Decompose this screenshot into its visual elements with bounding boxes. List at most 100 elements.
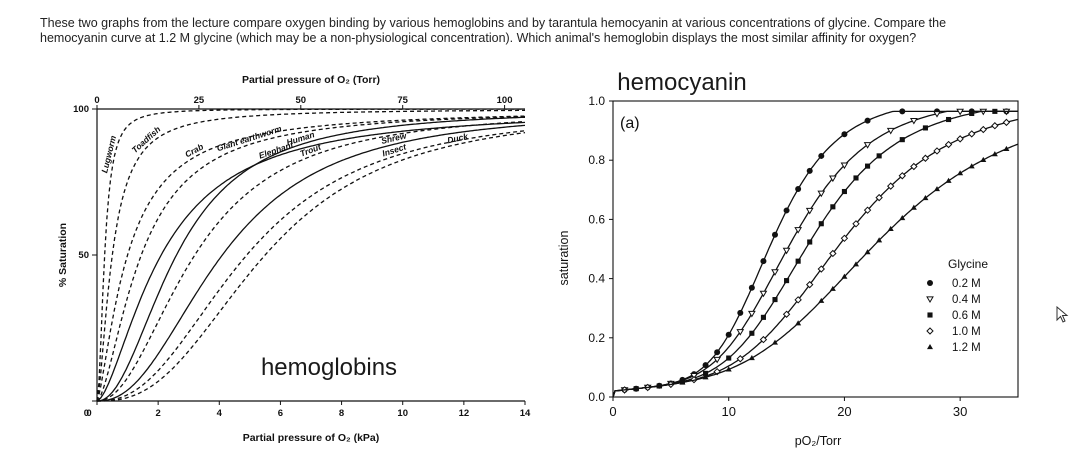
fit-line-0.4m (612, 110, 1018, 398)
data-point (946, 116, 952, 123)
y-tick-label: 0.2 (588, 331, 605, 345)
data-point (979, 125, 987, 134)
question-line-2: hemocyanin curve at 1.2 M glycine (which… (40, 31, 917, 45)
data-point (841, 188, 847, 195)
series-line-human (96, 116, 525, 402)
x-axis-title: pO₂/Torr (795, 434, 842, 448)
data-point (828, 175, 837, 183)
data-point (818, 152, 825, 159)
data-point (818, 297, 825, 303)
data-point (921, 154, 930, 162)
data-point (782, 310, 791, 318)
data-point (736, 355, 744, 363)
data-point (956, 135, 964, 143)
data-point (865, 163, 871, 169)
y-tick-label: 0 (84, 408, 89, 419)
series-line-toadfish (96, 109, 525, 402)
series-line-elephant (96, 121, 526, 402)
data-point (863, 206, 872, 214)
fit-line-0.6m (612, 110, 1018, 398)
data-point (736, 329, 745, 336)
data-point (806, 167, 813, 174)
data-point (944, 140, 953, 149)
data-point (795, 320, 802, 326)
x2-tick-label: 100 (497, 95, 513, 106)
data-point (886, 127, 895, 135)
data-point (909, 117, 918, 125)
series-line-giant-earthworm (96, 115, 525, 402)
chart-title: hemoglobins (261, 354, 397, 381)
data-point (864, 249, 871, 255)
data-point (760, 314, 766, 320)
data-point (737, 309, 744, 316)
data-point (829, 249, 837, 258)
series-label: Duck (446, 131, 470, 146)
legend-marker (927, 312, 933, 318)
y-axis-title: % Saturation (57, 223, 69, 287)
data-point (876, 153, 882, 159)
data-point (748, 354, 755, 361)
data-point (633, 385, 640, 391)
data-point (726, 355, 732, 361)
data-point (992, 108, 998, 114)
data-point (863, 142, 872, 149)
data-point (760, 258, 767, 265)
x2-tick-label: 0 (94, 95, 99, 106)
data-point (922, 195, 929, 201)
data-point (794, 296, 802, 304)
plot-frame (612, 100, 1019, 398)
data-point (784, 278, 790, 284)
y-tick-label: 0.8 (588, 153, 605, 167)
data-point (899, 214, 906, 221)
x-tick-label: 0 (609, 404, 616, 419)
data-point (749, 330, 755, 336)
data-point (991, 151, 998, 157)
data-point (806, 280, 814, 289)
data-point (759, 290, 768, 298)
y-tick-label: 100 (73, 104, 89, 115)
data-point (876, 237, 883, 243)
x-tick-label: 10 (397, 408, 408, 419)
data-point (783, 207, 790, 214)
x-tick-label: 8 (339, 408, 344, 419)
data-point (818, 221, 824, 227)
series-line-insect (97, 130, 526, 402)
data-point (795, 186, 802, 193)
legend-label: 1.2 M (952, 342, 981, 354)
x-tick-label: 4 (217, 408, 223, 419)
data-point (933, 147, 941, 155)
data-point (933, 111, 941, 118)
y-tick-label: 0.6 (588, 212, 605, 226)
data-point (703, 370, 709, 376)
x-tick-label: 12 (459, 408, 470, 419)
data-point (817, 190, 826, 198)
data-point (968, 163, 975, 169)
series-line-shrew (97, 124, 526, 402)
legend-label: 0.6 M (952, 310, 981, 322)
data-point (853, 175, 859, 181)
series-line-crab (96, 115, 525, 402)
legend-title: Glycine (948, 257, 988, 271)
x-tick-label: 0 (86, 408, 91, 419)
data-point (725, 366, 732, 372)
data-point (1003, 145, 1010, 151)
panel-label: (a) (620, 115, 640, 132)
x-tick-label: 30 (953, 404, 967, 419)
x2-axis-title: Partial pressure of O₂ (Torr) (242, 74, 380, 86)
data-point (864, 117, 871, 124)
series-line-lugworm (96, 108, 525, 402)
data-point (656, 383, 663, 389)
data-point (725, 331, 732, 338)
data-point (795, 258, 801, 264)
legend-marker (926, 327, 934, 335)
series-line-trout (96, 120, 526, 402)
data-point (899, 108, 906, 115)
data-point (748, 284, 755, 291)
legend-label: 0.2 M (952, 278, 981, 290)
data-point (713, 356, 722, 364)
y-tick-label: 0.0 (588, 390, 605, 404)
data-point (945, 177, 952, 183)
data-point (772, 297, 778, 303)
x2-tick-label: 75 (397, 95, 408, 106)
